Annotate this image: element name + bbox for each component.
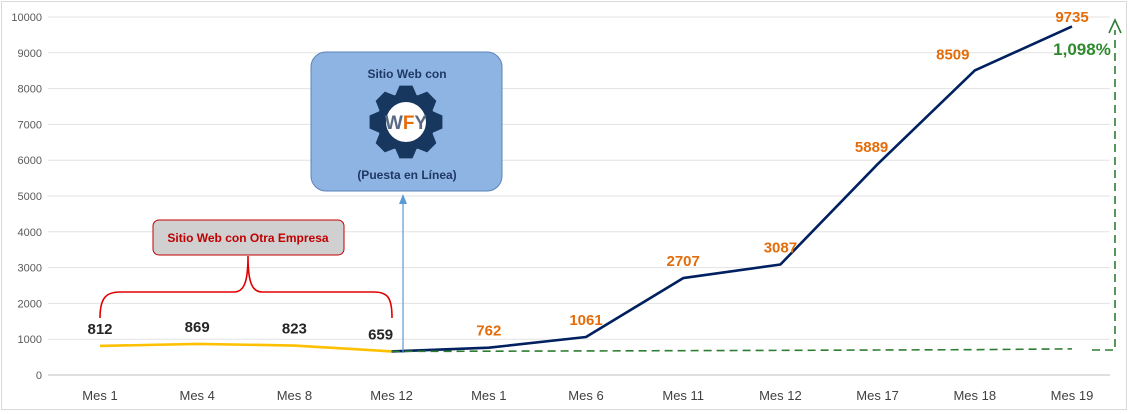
y-grid [48,16,1110,376]
y-tick-label: 2000 [18,298,42,310]
series-line-1 [99,342,392,353]
line-chart: 0 1000 2000 3000 4000 5000 6000 7000 8000 9000 100… [11,9,1122,403]
data-label: 8509 [936,46,969,63]
website-launch-box: Sitio Web con WFY (Puesta en Línea) [310,51,503,192]
data-label: 5889 [855,139,888,156]
data-label: 869 [185,319,210,336]
data-label: 9735 [1055,9,1088,26]
x-tick-label: Mes 17 [856,388,899,403]
y-tick-label: 5000 [18,191,42,203]
y-tick-label: 8000 [18,84,42,96]
data-label: 659 [368,326,393,343]
other-company-box [152,219,345,256]
gear-logo-icon: WFY [369,85,443,159]
website-box-title: Sitio Web con [367,67,446,81]
data-label: 3087 [764,239,797,256]
y-tick-label: 1000 [18,334,42,346]
y-tick-label: 9000 [18,48,42,60]
x-tick-label: Mes 11 [662,388,704,403]
website-box-subtitle: (Puesta en Línea) [357,168,456,182]
y-tick-label: 7000 [18,119,42,131]
y-tick-labels: 0 1000 2000 3000 4000 5000 6000 7000 8000 9000 100… [11,12,42,382]
x-tick-label: Mes 18 [953,388,996,403]
series-line-2 [391,25,1073,353]
data-label: 2707 [667,253,700,270]
data-label: 1061 [569,312,602,329]
x-tick-label: Mes 12 [370,388,413,403]
data-labels: 812 869 823 659 762 1061 2707 3087 5889 8509 9735 [87,9,1088,343]
data-label: 812 [87,321,112,338]
logo-text: WFY [385,113,428,134]
y-tick-label: 3000 [18,263,42,275]
y-tick-label: 10000 [11,12,42,24]
other-company-label: Sitio Web con Otra Empresa [167,231,328,245]
growth-percentage: 1,098% [1053,40,1111,59]
y-tick-label: 4000 [18,227,42,239]
y-tick-label: 0 [36,370,42,382]
x-tick-label: Mes 19 [1051,388,1094,403]
x-tick-label: Mes 1 [471,388,506,403]
series-lines [99,25,1073,353]
x-tick-label: Mes 6 [568,388,603,403]
data-label: 823 [282,321,307,338]
x-tick-label: Mes 1 [82,388,117,403]
x-tick-labels: Mes 1 Mes 4 Mes 8 Mes 12 Mes 1 Mes 6 Mes 11 Mes… [82,388,1093,403]
x-tick-label: Mes 4 [179,388,214,403]
growth-arrow: 1,098% [1053,18,1122,351]
x-tick-label: Mes 8 [277,388,312,403]
series-line-3 [391,348,1073,353]
launch-arrow [399,194,407,353]
red-brace [99,255,393,319]
data-label: 762 [476,323,501,340]
other-company-annotation: Sitio Web con Otra Empresa [99,219,393,319]
x-tick-label: Mes 12 [759,388,802,403]
y-tick-label: 6000 [18,155,42,167]
